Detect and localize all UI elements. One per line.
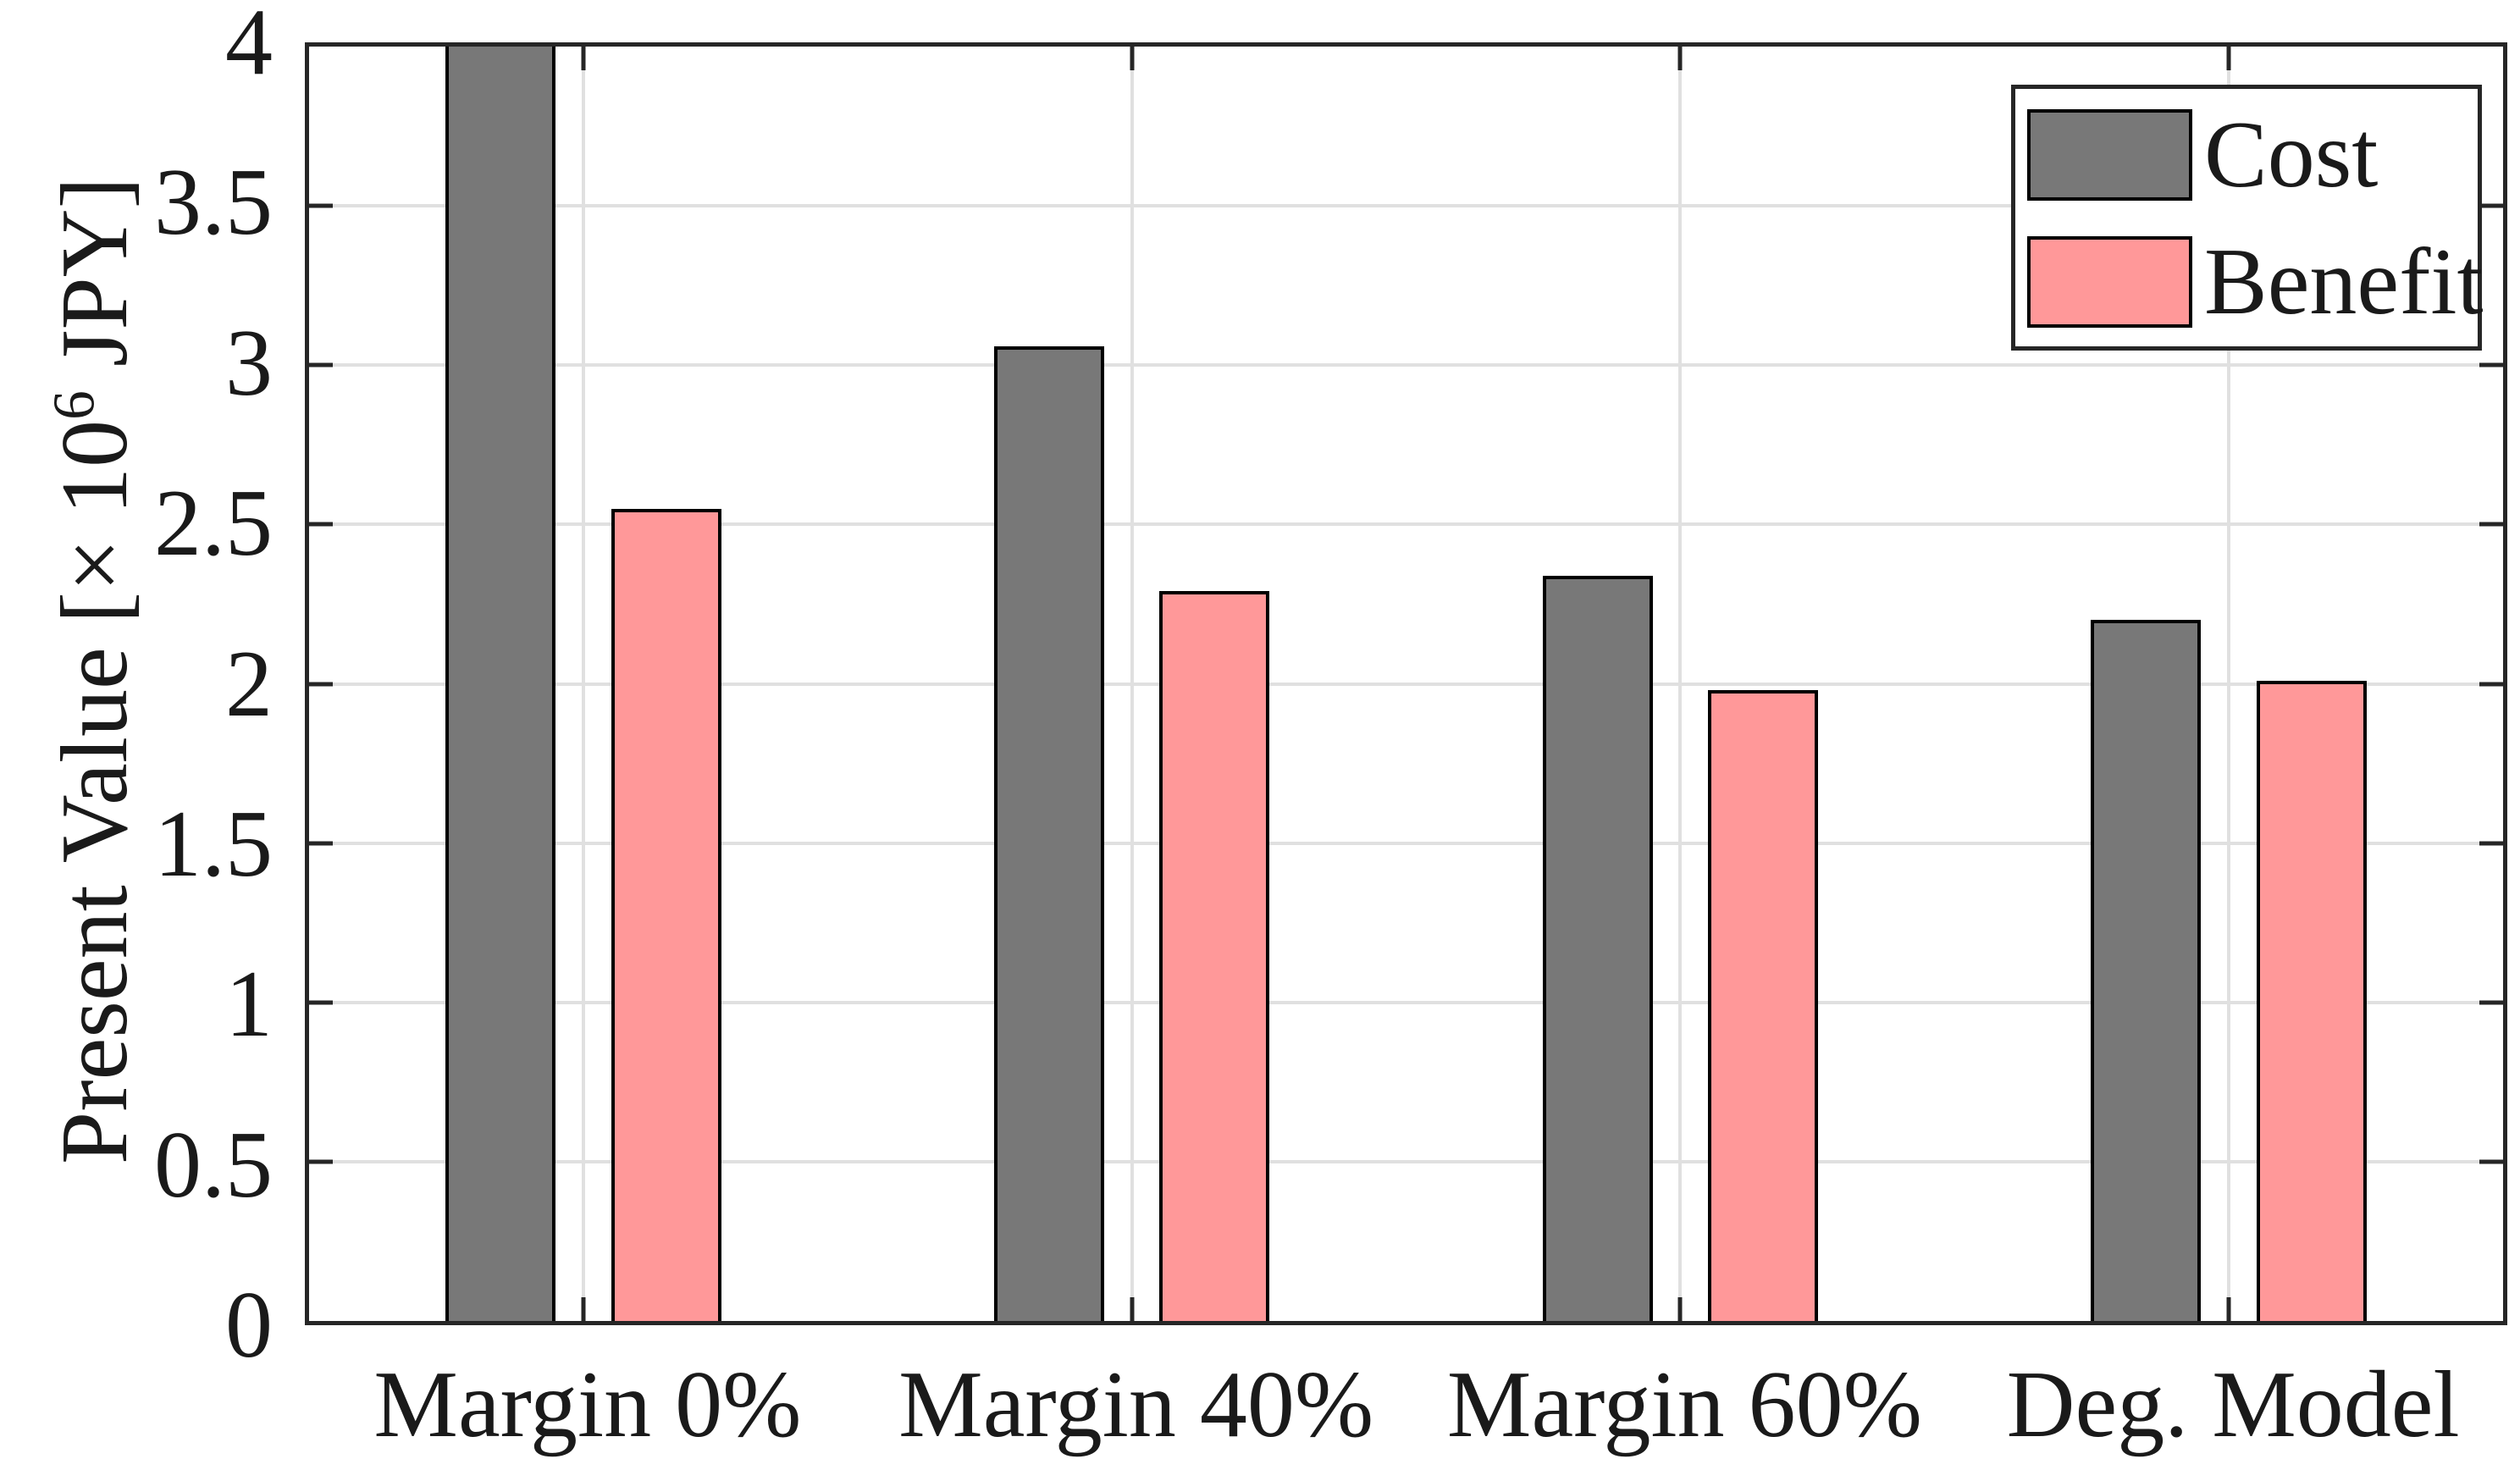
legend-item-cost: Cost [2027, 102, 2478, 207]
bar-benefit-3 [1708, 690, 1819, 1321]
y-tick-label-4: 4 [225, 0, 273, 95]
y-tick-label-2.5: 2.5 [154, 471, 273, 577]
xtick-bottom-4 [2226, 1297, 2231, 1321]
bar-cost-4 [2091, 620, 2202, 1321]
x-tick-label-1: Margin 0% [373, 1352, 802, 1457]
ytick-right-2.5 [2479, 522, 2503, 527]
ytick-left-0.5 [309, 1159, 333, 1164]
xtick-bottom-3 [1677, 1297, 1683, 1321]
ytick-right-2 [2479, 682, 2503, 686]
ytick-right-1.5 [2479, 841, 2503, 846]
bar-benefit-2 [1159, 591, 1270, 1321]
gridline-y-3 [309, 363, 2503, 368]
ytick-left-1 [309, 1000, 333, 1005]
x-tick-label-2: Margin 40% [898, 1352, 1374, 1457]
ytick-left-1.5 [309, 841, 333, 846]
gridline-y-3.5 [309, 204, 2503, 208]
bar-cost-2 [993, 345, 1104, 1321]
gridline-y-0.5 [309, 1159, 2503, 1163]
bars-layer [309, 47, 2503, 1321]
legend-item-benefit: Benefit [2027, 235, 2484, 329]
legend: Cost Benefit [2011, 85, 2484, 351]
plot-area: Cost Benefit [305, 42, 2507, 1325]
xtick-top-4 [2226, 47, 2231, 70]
y-tick-label-3: 3 [225, 310, 273, 416]
legend-swatch-cost [2027, 109, 2192, 201]
y-tick-label-0.5: 0.5 [154, 1112, 273, 1218]
gridline-y-2 [309, 682, 2503, 686]
y-axis-tick-labels: 0 0.5 1 1.5 2 2.5 3 3.5 4 [0, 0, 273, 1373]
x-tick-label-3: Margin 60% [1446, 1352, 1922, 1457]
x-axis-tick-labels: Margin 0% Margin 40% Margin 60% Deg. Model [309, 1352, 2503, 1467]
x-tick-label-4: Deg. Model [2006, 1352, 2460, 1457]
tick-marks-layer [309, 47, 2503, 1321]
y-tick-label-1: 1 [225, 952, 273, 1058]
xtick-top-2 [1130, 47, 1135, 70]
y-tick-label-2: 2 [225, 631, 273, 737]
ytick-right-0.5 [2479, 1159, 2503, 1164]
y-tick-label-0: 0 [225, 1273, 273, 1378]
gridline-x-1 [581, 47, 585, 1321]
gridline-x-4 [2227, 47, 2231, 1321]
y-tick-label-3.5: 3.5 [154, 150, 273, 256]
y-tick-label-1.5: 1.5 [154, 791, 273, 897]
gridline-y-1 [309, 1000, 2503, 1004]
legend-label-benefit: Benefit [2204, 229, 2484, 334]
bar-benefit-4 [2256, 680, 2367, 1321]
gridline-x-2 [1130, 47, 1134, 1321]
gridline-y-2.5 [309, 522, 2503, 527]
legend-label-cost: Cost [2204, 102, 2379, 207]
ytick-right-1 [2479, 1000, 2503, 1005]
bar-benefit-1 [611, 508, 721, 1321]
gridline-layer [309, 47, 2503, 1321]
ytick-left-3 [309, 362, 333, 368]
xtick-bottom-1 [581, 1297, 586, 1321]
ytick-right-3 [2479, 362, 2503, 368]
gridline-y-1.5 [309, 841, 2503, 845]
bar-cost-3 [1542, 575, 1653, 1321]
xtick-bottom-2 [1130, 1297, 1135, 1321]
gridline-x-3 [1678, 47, 1683, 1321]
legend-swatch-benefit [2027, 236, 2192, 328]
ytick-left-2.5 [309, 522, 333, 527]
xtick-top-1 [581, 47, 586, 70]
ytick-left-2 [309, 682, 333, 686]
bar-cost-1 [445, 47, 556, 1321]
xtick-top-3 [1677, 47, 1683, 70]
ytick-left-3.5 [309, 203, 333, 208]
ytick-right-3.5 [2479, 203, 2503, 208]
